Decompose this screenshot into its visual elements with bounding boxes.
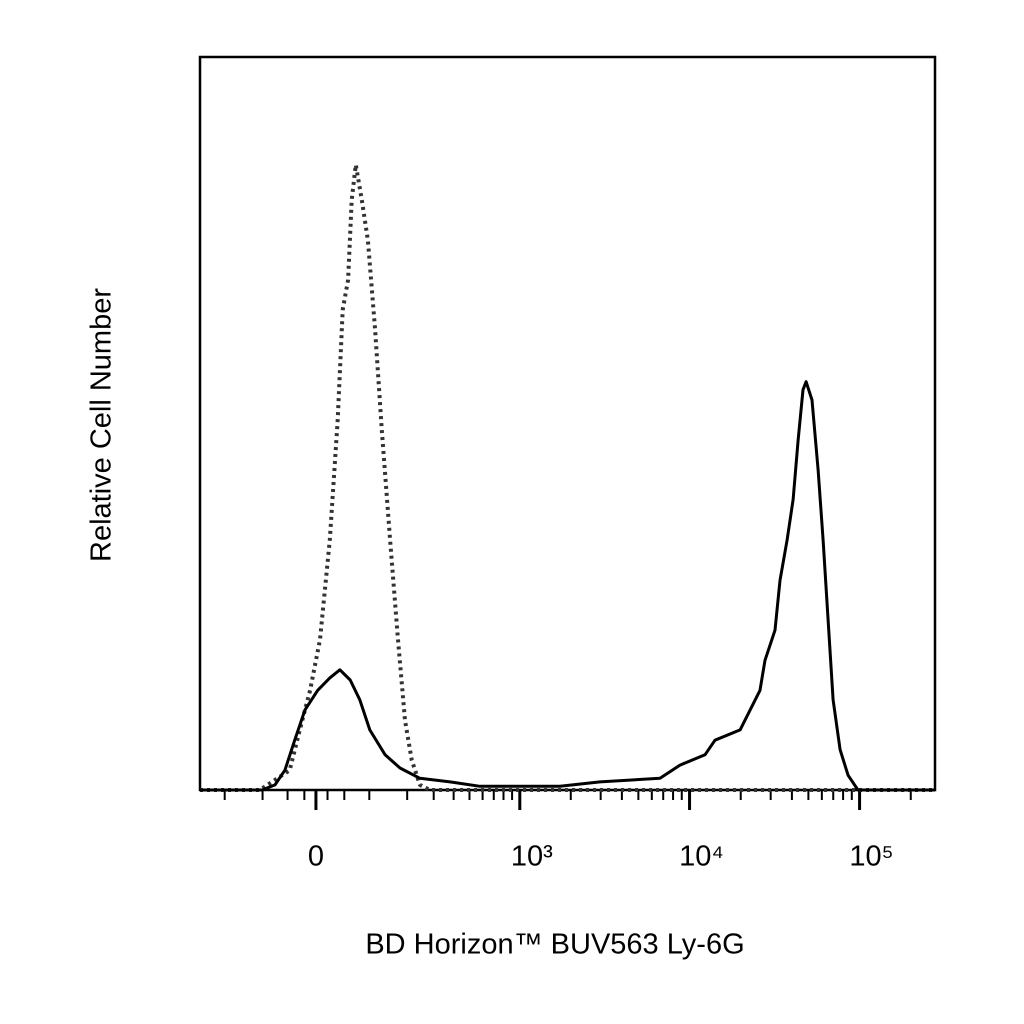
y-axis-label: Relative Cell Number (86, 288, 118, 562)
x-tick-label: 10³ (511, 841, 553, 873)
x-tick-label: 0 (308, 841, 324, 873)
x-tick-label: 10⁴ (679, 841, 724, 873)
histogram-line (200, 380, 935, 792)
x-tick-label: 10⁵ (849, 841, 893, 873)
x-axis-label: BD Horizon™ BUV563 Ly-6G (365, 929, 744, 961)
